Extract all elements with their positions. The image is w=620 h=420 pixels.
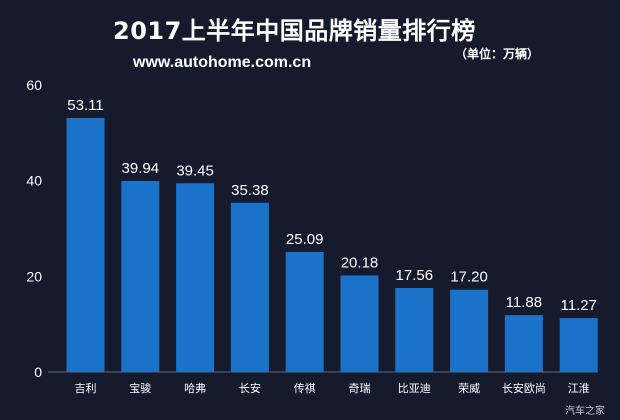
bar xyxy=(230,202,269,372)
bar xyxy=(395,288,434,372)
data-label: 39.94 xyxy=(122,160,160,177)
data-label: 39.45 xyxy=(176,162,214,179)
x-tick-label: 长安 xyxy=(239,381,261,395)
y-tick-label: 60 xyxy=(26,77,42,93)
chart-title: 2017上半年中国品牌销量排行榜 xyxy=(113,17,476,45)
bar xyxy=(504,315,543,372)
website-label: www.autohome.com.cn xyxy=(133,54,312,71)
x-tick-label: 江淮 xyxy=(568,382,590,395)
bar xyxy=(285,251,324,372)
x-tick-label: 比亚迪 xyxy=(398,382,431,395)
bar xyxy=(559,318,598,372)
watermark-label: 汽车之家 xyxy=(565,406,605,417)
data-label: 53.11 xyxy=(67,97,103,114)
y-tick-label: 20 xyxy=(26,268,42,284)
x-tick-label: 长安欧尚 xyxy=(502,381,546,395)
x-tick-label: 哈弗 xyxy=(184,381,206,395)
data-label: 25.09 xyxy=(286,231,324,248)
data-label: 17.56 xyxy=(396,267,434,284)
unit-label: （单位：万辆） xyxy=(455,47,540,61)
x-tick-label: 宝骏 xyxy=(129,381,151,395)
bar xyxy=(66,117,105,372)
bar xyxy=(450,289,489,372)
data-label: 35.38 xyxy=(231,182,269,199)
data-label: 17.20 xyxy=(450,269,488,286)
data-label: 11.27 xyxy=(560,297,596,314)
data-label: 11.88 xyxy=(506,294,542,311)
y-tick-label: 40 xyxy=(26,173,42,189)
x-tick-label: 传祺 xyxy=(294,382,316,395)
data-label: 20.18 xyxy=(341,254,379,271)
bar xyxy=(121,180,160,372)
x-tick-label: 吉利 xyxy=(75,382,97,395)
bar xyxy=(340,275,379,372)
y-tick-label: 0 xyxy=(34,364,42,380)
bar xyxy=(176,183,215,372)
x-tick-label: 荣威 xyxy=(458,382,480,395)
x-tick-label: 奇瑞 xyxy=(349,381,371,395)
